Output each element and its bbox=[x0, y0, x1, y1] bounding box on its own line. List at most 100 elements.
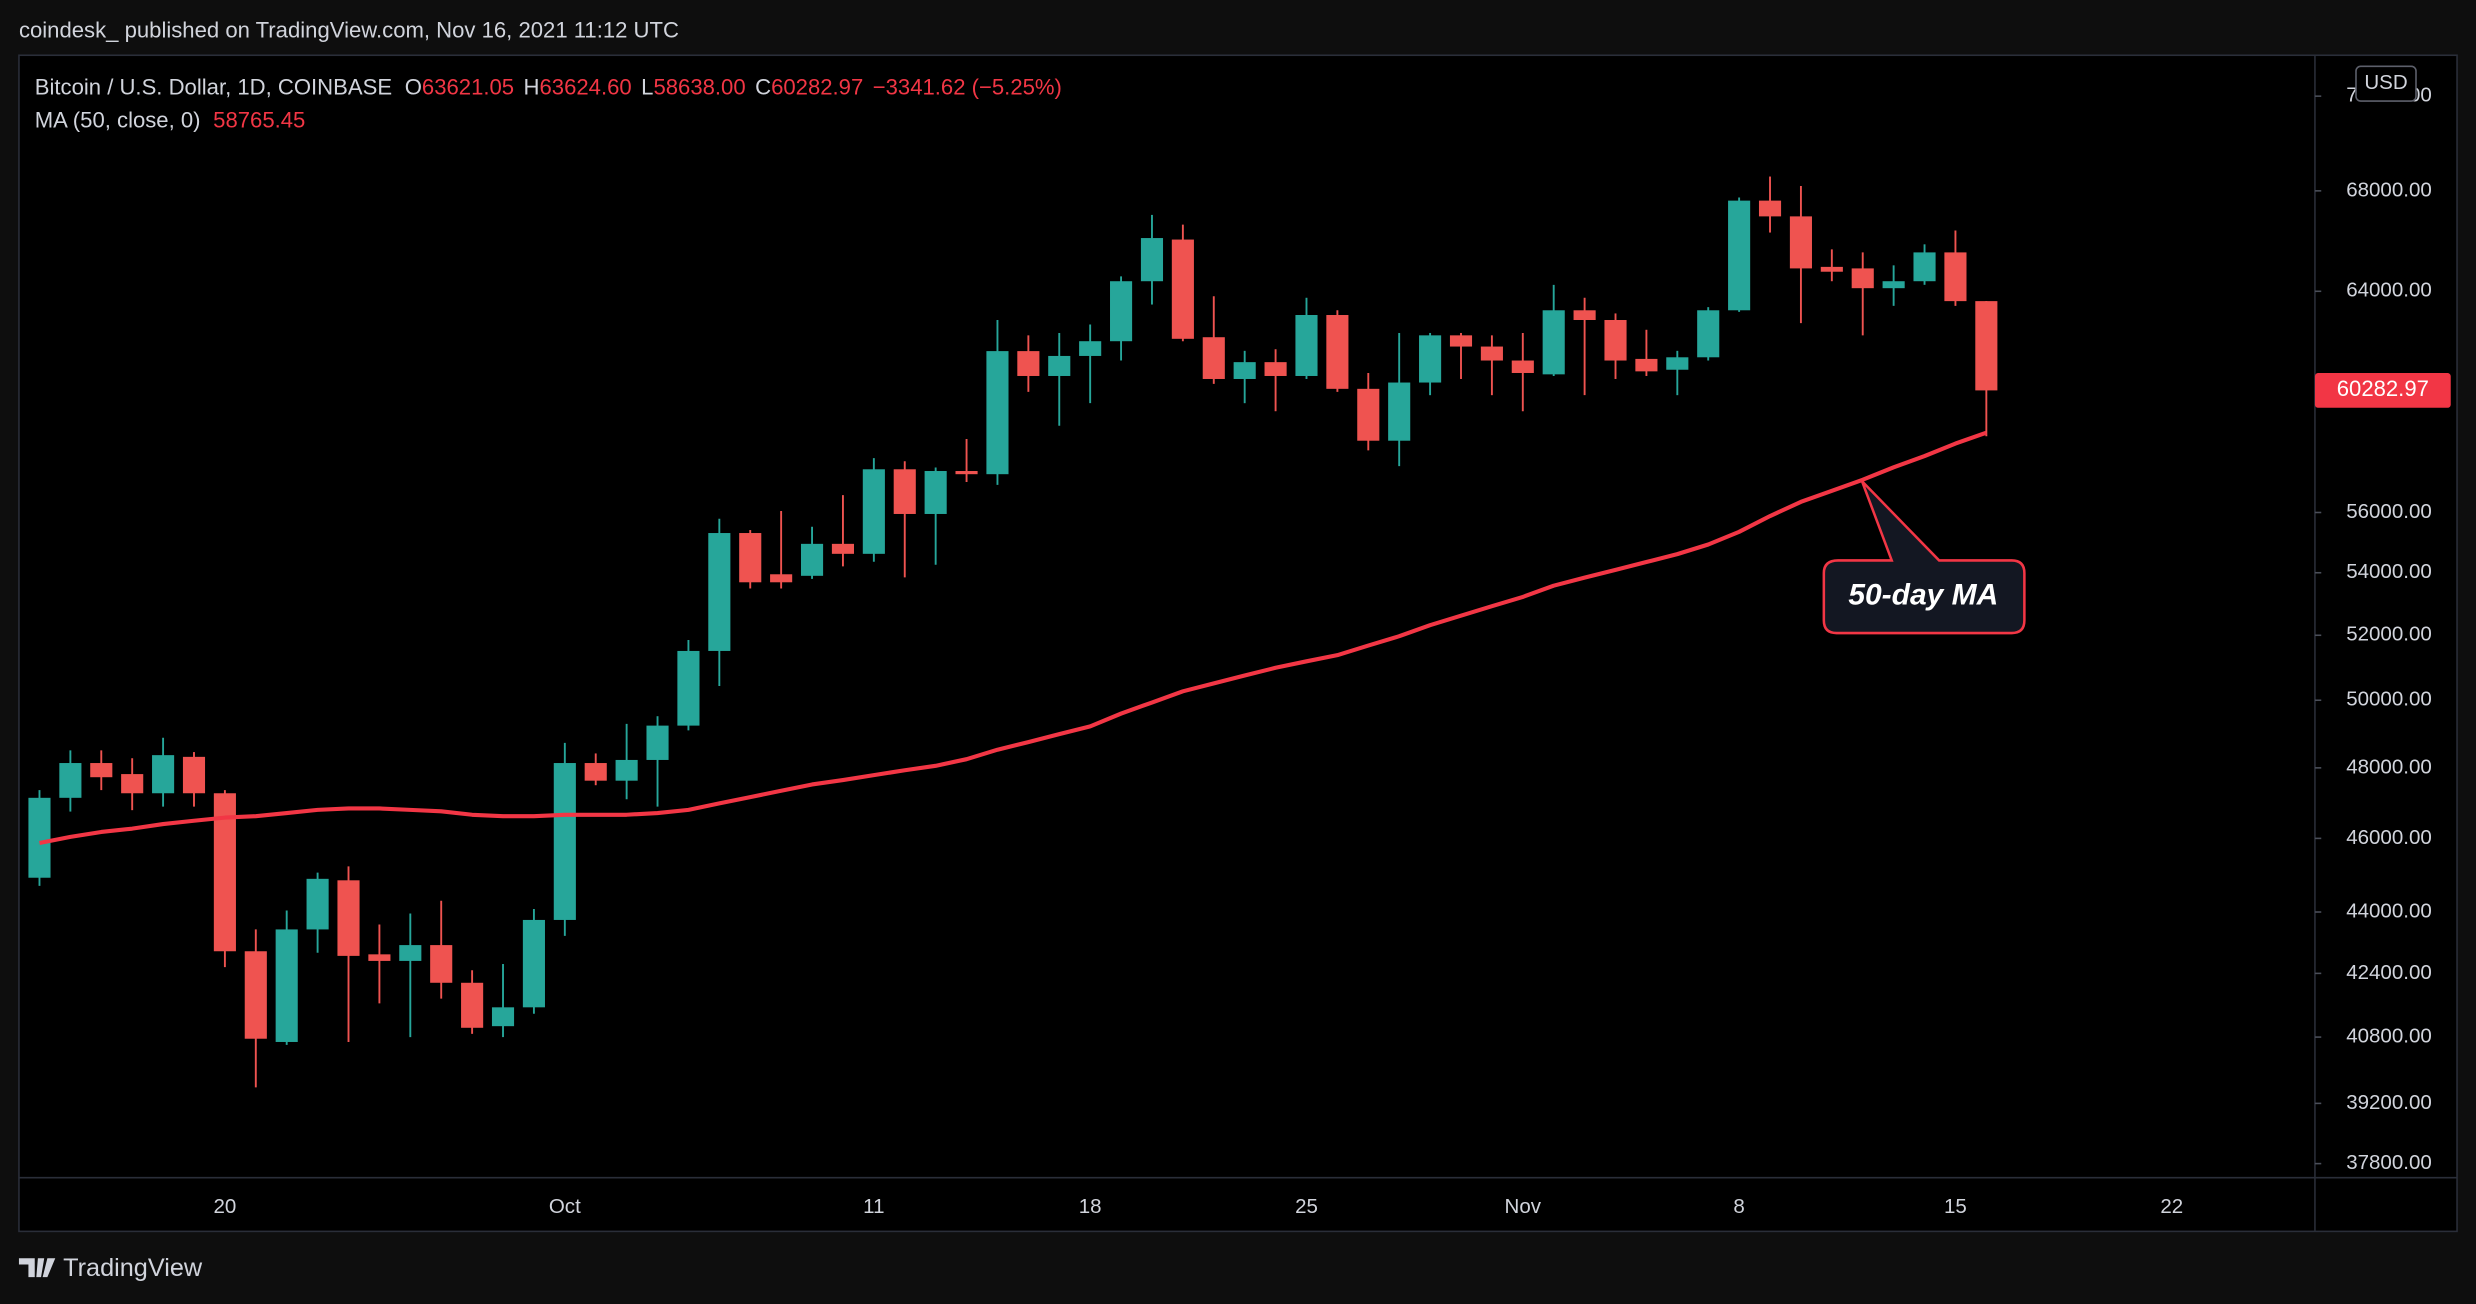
ohlc-letter: H bbox=[524, 74, 540, 99]
candle-body bbox=[1975, 301, 1998, 391]
candle-body bbox=[770, 574, 793, 583]
candle-body bbox=[430, 945, 453, 983]
price-change: −3341.62 (−5.25%) bbox=[873, 74, 1062, 99]
candle-body bbox=[1202, 337, 1225, 379]
candle-body bbox=[461, 982, 484, 1028]
candle-body bbox=[1357, 388, 1380, 441]
candle-body bbox=[1944, 252, 1967, 302]
candle-body bbox=[739, 533, 762, 583]
candle-body bbox=[862, 469, 885, 554]
candle-body bbox=[1326, 315, 1349, 389]
y-tick-label: 44000.00 bbox=[2346, 899, 2432, 922]
candle-body bbox=[831, 543, 854, 554]
candle-body bbox=[1666, 357, 1689, 370]
legend-line: MA (50, close, 0) 58765.45 bbox=[35, 107, 306, 132]
logo-icon bbox=[18, 1258, 56, 1278]
last-price-badge bbox=[2314, 373, 2451, 408]
candle-body bbox=[522, 919, 545, 1008]
candle-body bbox=[1820, 266, 1843, 272]
candle-body bbox=[1511, 360, 1534, 373]
candle-body bbox=[708, 533, 731, 651]
candle-body bbox=[1017, 351, 1040, 376]
candle-body bbox=[337, 880, 360, 956]
y-tick-label: 48000.00 bbox=[2346, 755, 2432, 778]
y-tick-label: 42400.00 bbox=[2346, 961, 2432, 984]
x-tick-label: 22 bbox=[2160, 1195, 2183, 1218]
candle-body bbox=[368, 954, 391, 961]
currency-label: USD bbox=[2364, 71, 2407, 94]
candle-body bbox=[1913, 252, 1936, 282]
x-tick-label: 25 bbox=[1295, 1195, 1318, 1218]
candle-body bbox=[275, 929, 298, 1042]
y-tick-label: 37800.00 bbox=[2346, 1151, 2432, 1174]
annotation-text: 50-day MA bbox=[1848, 579, 1998, 612]
candle-body bbox=[615, 759, 638, 781]
candle-body bbox=[182, 756, 206, 794]
candle-body bbox=[1233, 362, 1256, 379]
y-tick-label: 52000.00 bbox=[2346, 623, 2432, 646]
ohlc-letter: C bbox=[755, 74, 771, 99]
candle-body bbox=[584, 763, 607, 781]
candle-body bbox=[1789, 216, 1812, 269]
ohlc-value: 63621.05 bbox=[422, 74, 514, 99]
x-tick-label: 20 bbox=[213, 1195, 236, 1218]
candle-body bbox=[1697, 310, 1720, 358]
candle-body bbox=[1110, 281, 1133, 342]
candle-body bbox=[1079, 341, 1102, 356]
candle-body bbox=[1419, 335, 1442, 383]
footer-brand: TradingView bbox=[63, 1254, 203, 1282]
x-tick-label: Oct bbox=[549, 1195, 581, 1218]
symbol-title: Bitcoin / U.S. Dollar, 1D, COINBASE bbox=[35, 74, 392, 99]
candle-body bbox=[1140, 238, 1164, 282]
candle-body bbox=[306, 878, 329, 930]
candle-body bbox=[1573, 310, 1596, 321]
candle-body bbox=[1882, 281, 1905, 289]
y-tick-label: 64000.00 bbox=[2346, 279, 2432, 302]
ohlc-value: 63624.60 bbox=[540, 74, 632, 99]
candle-body bbox=[1449, 335, 1473, 347]
y-tick-label: 46000.00 bbox=[2346, 826, 2432, 849]
y-tick-label: 50000.00 bbox=[2346, 688, 2432, 711]
candle-body bbox=[28, 797, 51, 878]
legend-line: Bitcoin / U.S. Dollar, 1D, COINBASE O6362… bbox=[35, 74, 1062, 99]
y-tick-label: 68000.00 bbox=[2346, 178, 2432, 201]
candle-body bbox=[893, 469, 916, 514]
candle-body bbox=[986, 351, 1009, 475]
candle-body bbox=[244, 951, 267, 1039]
ohlc-value: 58638.00 bbox=[653, 74, 745, 99]
candle-body bbox=[1264, 362, 1287, 376]
last-price-label: 60282.97 bbox=[2337, 376, 2429, 401]
candle-body bbox=[553, 763, 576, 920]
candle-body bbox=[152, 755, 175, 794]
annotation-callout bbox=[1822, 480, 2026, 635]
candle-body bbox=[1635, 358, 1658, 372]
candle-body bbox=[1542, 310, 1565, 375]
candle-body bbox=[1048, 355, 1071, 376]
publish-header: coindesk_ published on TradingView.com, … bbox=[19, 17, 679, 42]
tradingview-logo: TradingView bbox=[18, 1254, 203, 1282]
ma-legend-name: MA (50, close, 0) bbox=[35, 107, 201, 132]
ma-line bbox=[39, 430, 1988, 846]
candle-body bbox=[491, 1007, 515, 1027]
candle-body bbox=[1604, 320, 1627, 361]
candle-body bbox=[955, 471, 978, 475]
candle-body bbox=[59, 763, 82, 798]
x-tick-label: 18 bbox=[1079, 1195, 1102, 1218]
currency-badge bbox=[2355, 65, 2417, 102]
y-tick-label: 56000.00 bbox=[2346, 500, 2432, 523]
candle-body bbox=[646, 725, 669, 760]
candle-body bbox=[213, 793, 236, 952]
candle-body bbox=[800, 543, 824, 576]
candle-body bbox=[1388, 382, 1411, 441]
chart-frame bbox=[18, 54, 2458, 1233]
ohlc-letter: O bbox=[405, 74, 422, 99]
candle-body bbox=[1758, 200, 1782, 217]
y-tick-label: 40800.00 bbox=[2346, 1025, 2432, 1048]
candle-body bbox=[1851, 268, 1874, 289]
y-tick-label: 54000.00 bbox=[2346, 560, 2432, 583]
ma-legend-value: 58765.45 bbox=[213, 107, 305, 132]
x-tick-label: 8 bbox=[1733, 1195, 1744, 1218]
candle-body bbox=[1728, 200, 1751, 311]
